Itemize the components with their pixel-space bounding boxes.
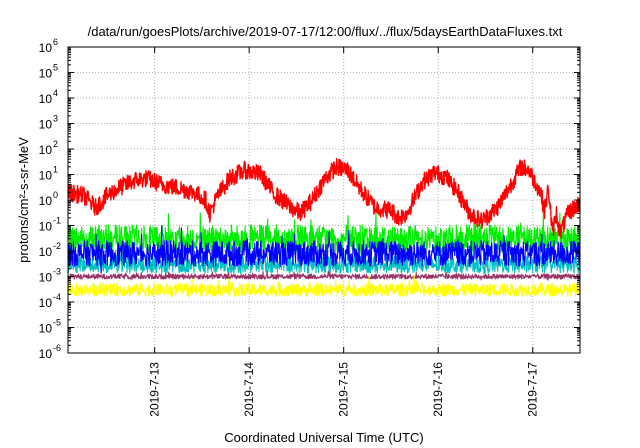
y-tick-label: 10 1 (39, 165, 58, 183)
y-tick-label: 10 -3 (39, 267, 61, 285)
y-tick-label: 10 -1 (39, 216, 61, 234)
y-tick-base: 10 (39, 169, 53, 183)
y-tick-exponent: 0 (53, 190, 58, 200)
y-tick-exponent: 2 (53, 139, 58, 149)
y-tick-base: 10 (39, 347, 53, 361)
y-tick-base: 10 (39, 322, 53, 336)
x-axis: 2019-7-13 2019-7-14 2019-7-15 2019-7-16 2019… (148, 47, 540, 417)
y-tick-base: 10 (39, 220, 53, 234)
y-tick-label: 10 -2 (39, 241, 61, 259)
y-tick-base: 10 (39, 92, 53, 106)
y-tick-base: 10 (39, 143, 53, 157)
y-tick-exponent: -1 (53, 216, 61, 226)
y-tick-label: 10 4 (39, 88, 58, 106)
y-tick-base: 10 (39, 271, 53, 285)
y-tick-exponent: 4 (53, 88, 58, 98)
y-tick-base: 10 (39, 41, 53, 55)
y-tick-base: 10 (39, 194, 53, 208)
series-line (67, 225, 581, 274)
x-tick-label: 2019-7-14 (242, 362, 256, 417)
y-tick-exponent: 5 (53, 63, 58, 73)
y-tick-exponent: 1 (53, 165, 58, 175)
series-line (67, 158, 581, 239)
y-tick-base: 10 (39, 296, 53, 310)
y-tick-label: 10 5 (39, 63, 58, 81)
x-tick-label: 2019-7-13 (148, 362, 162, 417)
y-tick-label: 10 2 (39, 139, 58, 157)
series-line (67, 270, 581, 281)
y-tick-base: 10 (39, 67, 53, 81)
y-tick-exponent: 6 (53, 37, 58, 47)
y-axis-label: protons/cm²-s-sr-MeV (16, 137, 31, 263)
y-tick-base: 10 (39, 118, 53, 132)
x-tick-label: 2019-7-15 (337, 362, 351, 417)
series-layer (67, 158, 581, 298)
y-tick-label: 10 -5 (39, 318, 61, 336)
x-tick-label: 2019-7-16 (431, 362, 445, 417)
y-tick-exponent: 3 (53, 114, 58, 124)
chart-title: /data/run/goesPlots/archive/2019-07-17/1… (88, 24, 563, 39)
y-tick-label: 10 6 (39, 37, 58, 55)
y-tick-exponent: -2 (53, 241, 61, 251)
y-tick-label: 10 -4 (39, 292, 61, 310)
y-tick-label: 10 0 (39, 190, 58, 208)
y-tick-exponent: -4 (53, 292, 61, 302)
y-tick-exponent: -6 (53, 343, 61, 353)
x-tick-label: 2019-7-17 (526, 362, 540, 417)
y-tick-base: 10 (39, 245, 53, 259)
y-tick-label: 10 3 (39, 114, 58, 132)
x-axis-label: Coordinated Universal Time (UTC) (224, 430, 423, 445)
y-tick-label: 10 -6 (39, 343, 61, 361)
series-line (67, 209, 581, 259)
y-tick-exponent: -3 (53, 267, 61, 277)
series-line (67, 275, 581, 298)
y-tick-exponent: -5 (53, 318, 61, 328)
